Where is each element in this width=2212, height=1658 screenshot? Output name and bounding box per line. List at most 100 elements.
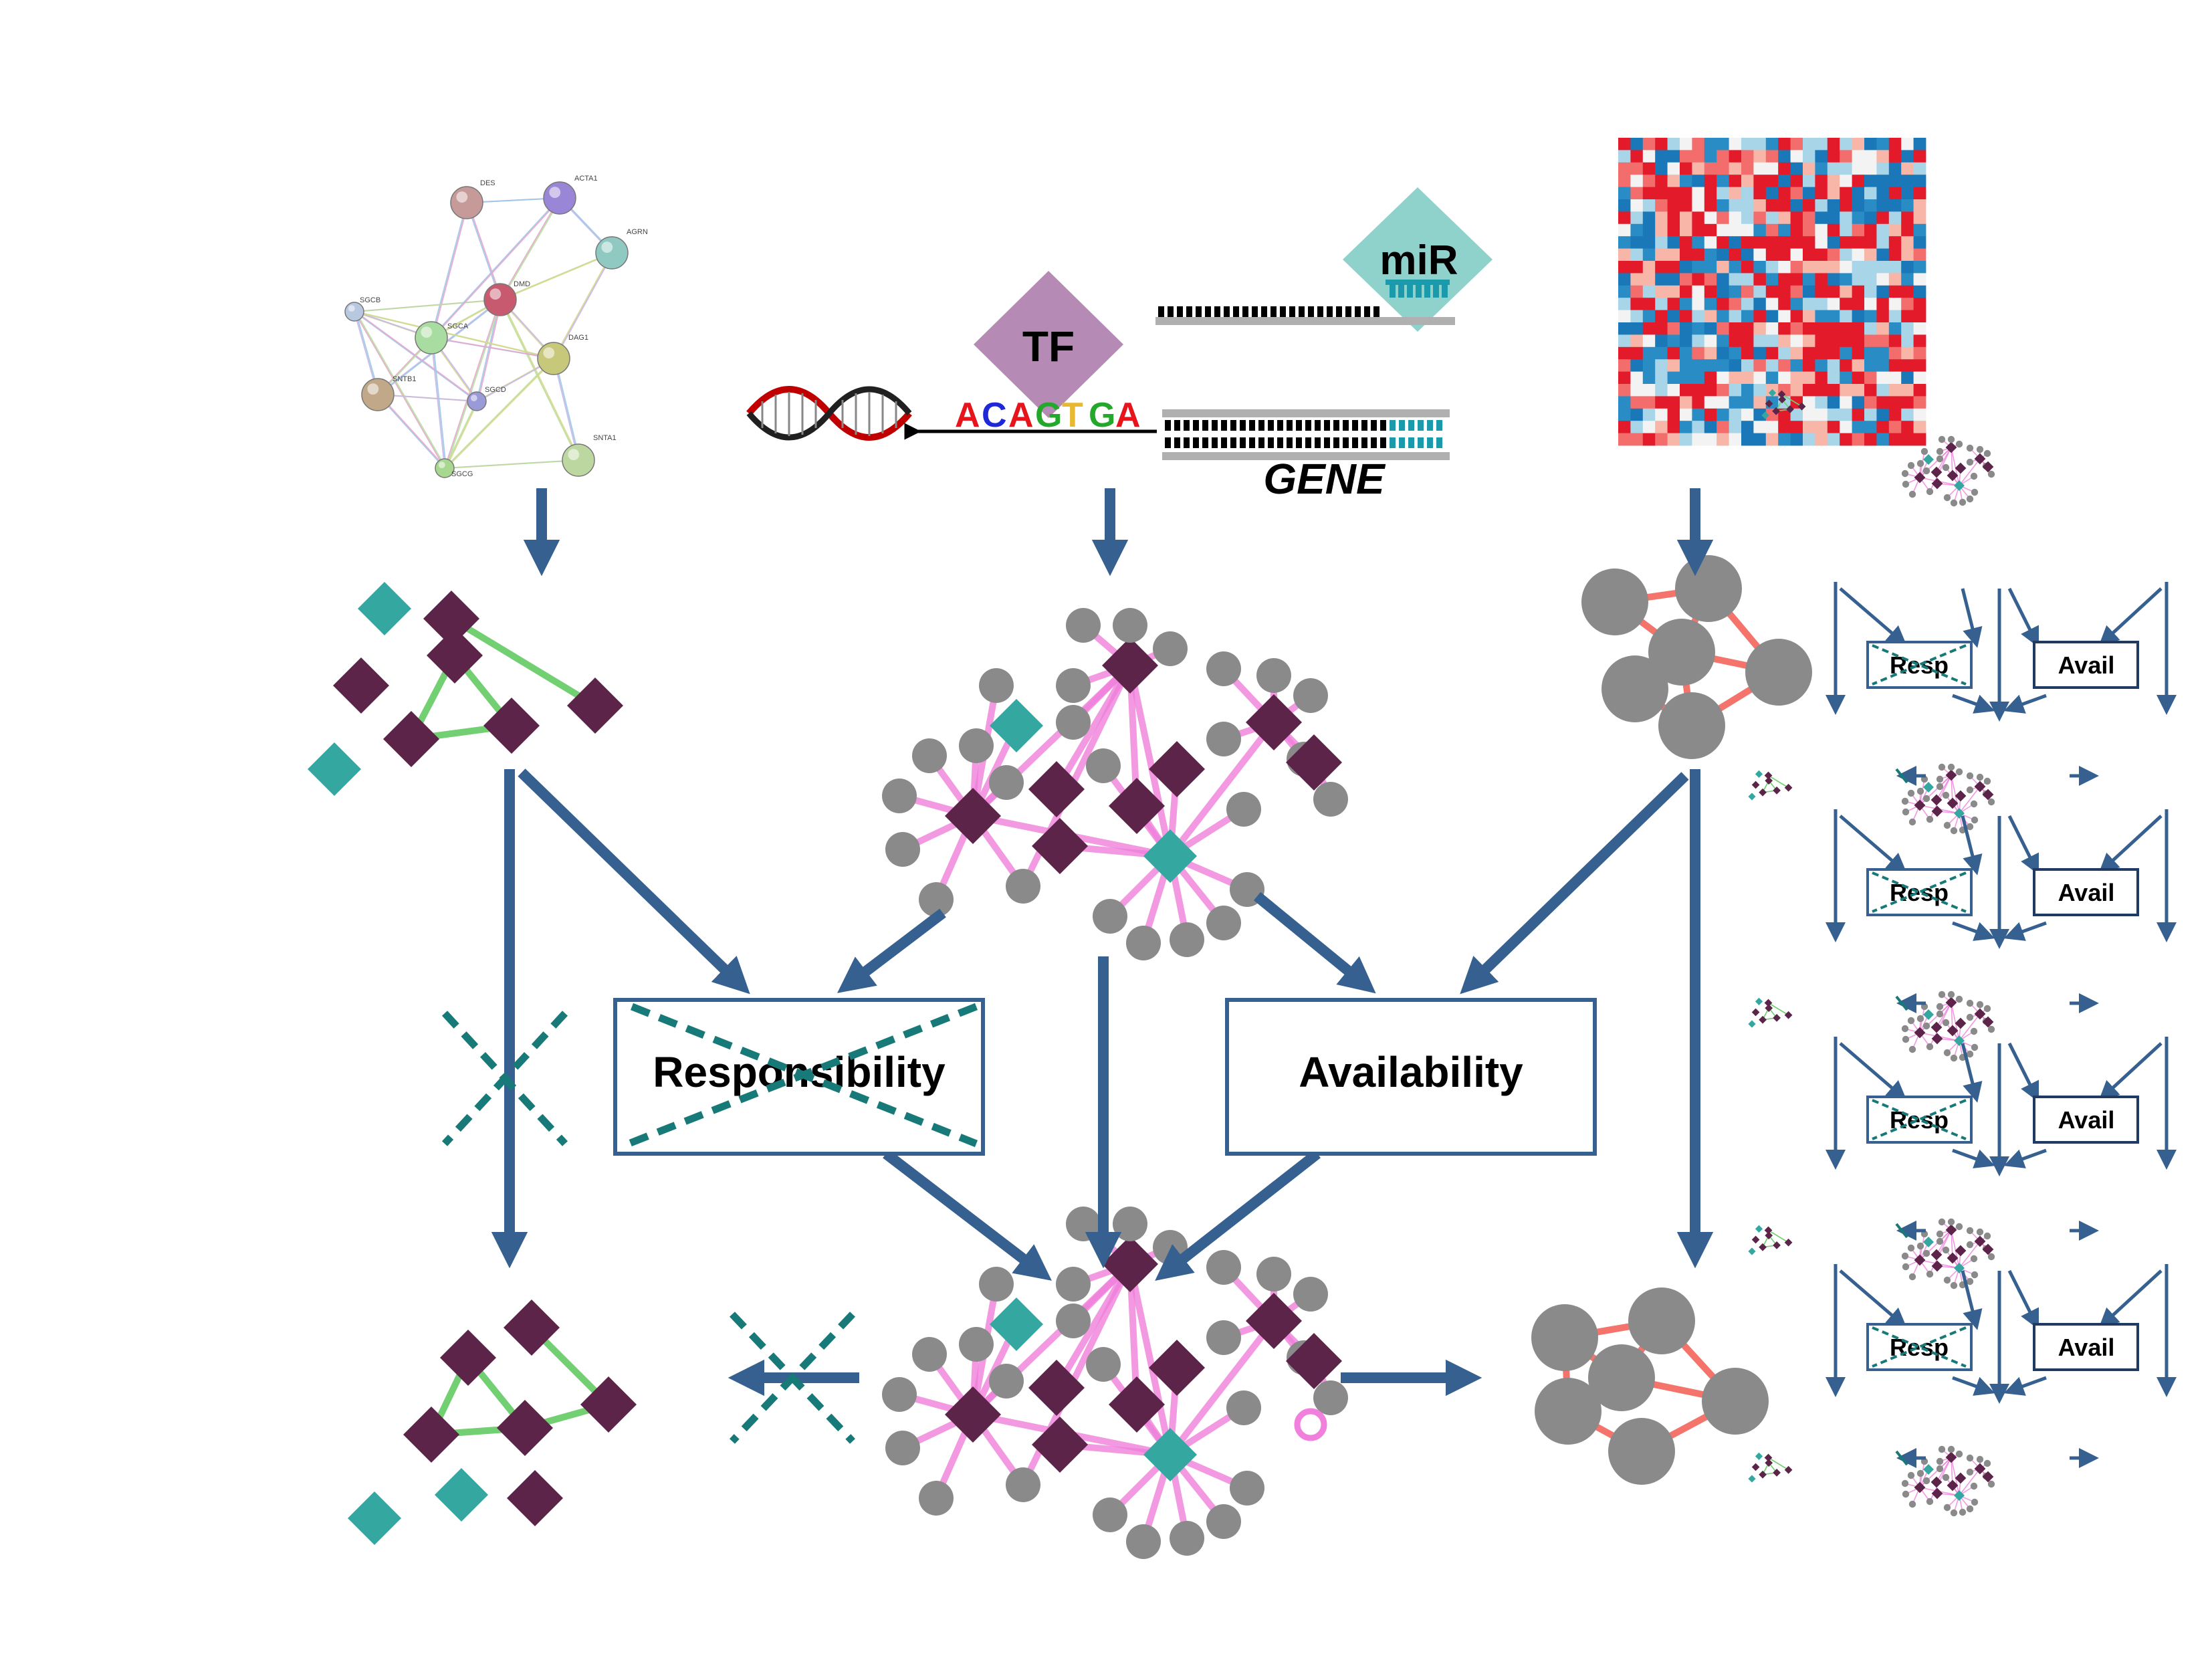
purple-node [1955, 1472, 1967, 1484]
seed-base [1442, 284, 1448, 298]
heatmap-cell [1717, 236, 1729, 249]
purple-node [1764, 999, 1773, 1007]
heatmap-cell [1815, 359, 1828, 372]
purple-node [1149, 1340, 1205, 1396]
heatmap-cell [1913, 187, 1926, 200]
heatmap-cell [1765, 285, 1779, 298]
heatmap-cell [1692, 150, 1705, 163]
heatmap-cell [1741, 150, 1754, 163]
heatmap-cell [1803, 408, 1815, 421]
heatmap-cell [1680, 175, 1692, 187]
heatmap-cell [1765, 261, 1779, 274]
heatmap-cell [1765, 199, 1779, 212]
seed-backbone [1386, 280, 1450, 285]
purple-node [1246, 694, 1302, 750]
gray-node [1942, 1019, 1950, 1027]
heatmap-cell [1667, 359, 1680, 372]
ppi-edge [444, 358, 554, 469]
gray-node [1971, 488, 1979, 496]
purple-node [1914, 1254, 1926, 1266]
heatmap-cell [1913, 334, 1926, 348]
purple-node [1982, 789, 1994, 801]
teal-node [1768, 389, 1777, 397]
strand-base [1333, 420, 1339, 431]
heatmap-cell [1876, 236, 1890, 249]
mini-ppi-network [1748, 1225, 1793, 1255]
purple-node [1028, 1360, 1085, 1416]
avail-box [2033, 1323, 2139, 1371]
heatmap-cell [1655, 359, 1668, 372]
heatmap-cell [1680, 310, 1692, 323]
purple-node [1974, 1463, 1986, 1475]
heatmap-cell [1642, 187, 1656, 200]
gray-node [1086, 748, 1121, 783]
heatmap-cell [1778, 211, 1791, 225]
purple-node [580, 1376, 637, 1433]
heatmap-cell [1765, 236, 1779, 249]
heatmap-cell [1803, 223, 1815, 237]
gray-node [1983, 1459, 1991, 1467]
heatmap-cell [1815, 236, 1828, 249]
gray-node [1006, 1467, 1040, 1502]
sequence-letter: C [982, 396, 1007, 435]
heatmap-cell [1667, 421, 1680, 433]
heatmap-cell [1741, 248, 1754, 262]
gray-node [1628, 1287, 1695, 1354]
resp-cross-stroke [1872, 644, 1967, 686]
ppi-edge [432, 197, 562, 338]
heatmap-cell [1864, 359, 1877, 372]
heatmap-cell [1704, 322, 1717, 335]
heatmap-cell [1618, 285, 1631, 298]
strand-base [1324, 437, 1330, 448]
teal-node [1748, 793, 1756, 801]
heatmap-cell [1642, 396, 1656, 409]
heatmap-cell [1888, 248, 1902, 262]
gray-node [1942, 463, 1950, 472]
purple-node [504, 1300, 560, 1356]
strand-base [1287, 437, 1293, 448]
heatmap-cell [1630, 298, 1644, 310]
protein-label: AGRN [627, 228, 648, 236]
heatmap-cell [1680, 285, 1692, 298]
teal-node [435, 1468, 488, 1522]
heatmap-cell [1778, 421, 1791, 433]
ppi-edge [445, 358, 556, 469]
iteration-arrow [1839, 1269, 1907, 1328]
purple-node [1784, 1011, 1793, 1019]
heatmap-cell [1815, 261, 1828, 274]
heatmap-cell [1618, 384, 1631, 397]
gray-node [1922, 467, 1930, 475]
heatmap-cell [1704, 223, 1717, 237]
heatmap-cell [1765, 298, 1779, 310]
strand-base [1373, 306, 1379, 317]
heatmap-cell [1729, 236, 1742, 249]
protein-node [483, 283, 517, 316]
purple-node [1930, 794, 1943, 806]
heatmap-cell [1680, 248, 1692, 262]
gray-node [1966, 458, 1974, 466]
heatmap-cell [1901, 359, 1914, 372]
heatmap-cell [1765, 310, 1779, 323]
gray-node [1938, 1218, 1946, 1226]
gray-node [1926, 1043, 1934, 1051]
heatmap-cell [1803, 138, 1815, 150]
heatmap-cell [1692, 371, 1705, 385]
ppi-edge [355, 311, 447, 469]
heatmap-cell [1741, 199, 1754, 212]
heatmap-cell [1888, 396, 1902, 409]
gray-node [1206, 1320, 1241, 1355]
main-arrows [491, 488, 1714, 1396]
heatmap-cell [1704, 162, 1717, 175]
heatmap-cell [1618, 199, 1631, 212]
heatmap-cell [1717, 408, 1729, 421]
ppi-edge [553, 252, 613, 359]
strand-base [1345, 306, 1351, 317]
heatmap-cell [1888, 285, 1902, 298]
gray-node [1920, 447, 1928, 455]
purple-node [1102, 637, 1158, 694]
heatmap-cell [1729, 322, 1742, 335]
heatmap-cell [1630, 150, 1644, 163]
heatmap-cell [1642, 211, 1656, 225]
sequence-letter: T [1062, 396, 1083, 435]
heatmap-cell [1778, 175, 1791, 187]
